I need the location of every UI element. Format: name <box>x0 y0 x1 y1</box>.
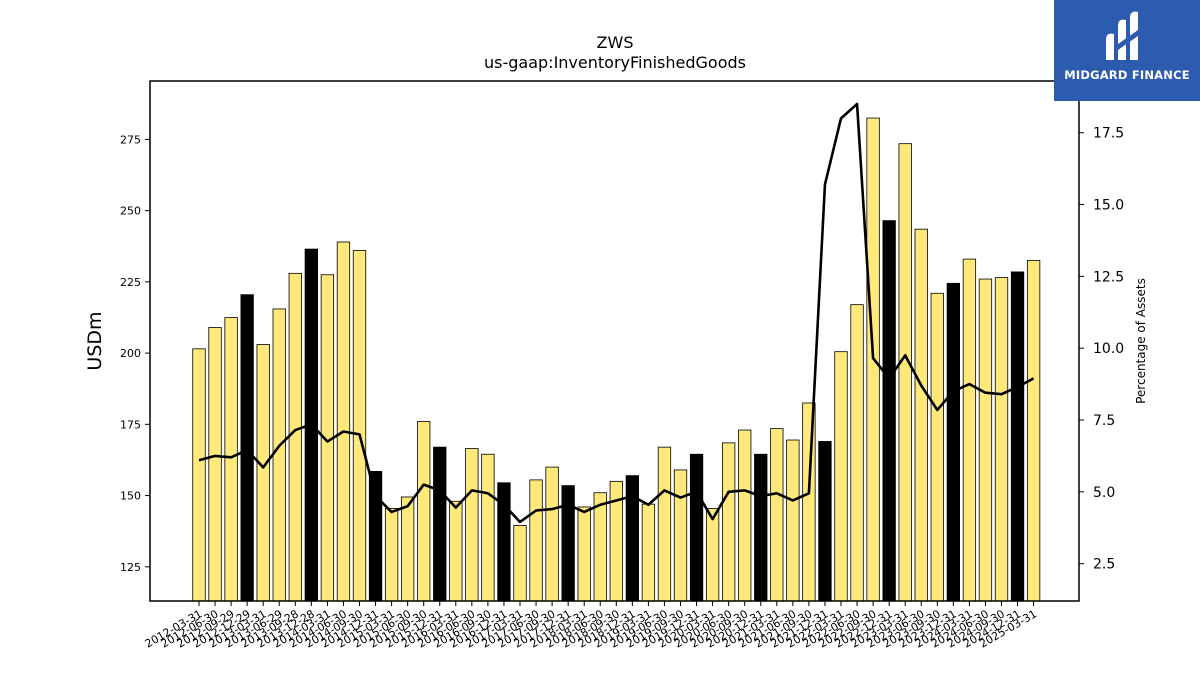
bar <box>417 421 431 602</box>
bar <box>224 317 238 602</box>
left-axis: 125 150 175 200 225 250 275 <box>120 133 150 574</box>
bar <box>288 272 302 602</box>
bar <box>545 466 559 602</box>
bar <box>465 448 479 602</box>
bar <box>513 525 527 602</box>
y-tick-label: 225 <box>120 276 141 289</box>
y2-tick-label: 17.5 <box>1093 126 1124 142</box>
bar <box>818 441 832 602</box>
y2-tick-label: 12.5 <box>1093 269 1124 285</box>
y-axis-label: USDm <box>84 311 106 370</box>
y2-tick-label: 7.5 <box>1093 413 1115 429</box>
bar <box>400 496 415 602</box>
y2-tick-label: 10.0 <box>1093 341 1124 357</box>
bar <box>673 469 688 602</box>
bar <box>1010 271 1025 602</box>
right-axis: 2.5 5.0 7.5 10.0 12.5 15.0 17.5 <box>1079 126 1124 573</box>
bar <box>433 446 447 602</box>
bar <box>593 492 607 602</box>
bar <box>272 308 286 602</box>
bar <box>738 429 752 602</box>
chart-title: ZWS <box>597 33 634 52</box>
bar <box>930 292 944 602</box>
bar <box>898 143 912 602</box>
bar <box>529 479 543 602</box>
y2-axis-label: Percentage of Assets <box>1134 278 1148 404</box>
y-tick-label: 200 <box>120 347 141 360</box>
bar <box>577 506 591 602</box>
logo-mark-icon <box>1106 11 1138 61</box>
bar <box>786 439 800 602</box>
bar-group <box>192 117 1041 602</box>
bar <box>770 428 784 602</box>
bar <box>689 453 704 602</box>
bar <box>657 446 672 602</box>
logo-text: MIDGARD FINANCE <box>1064 68 1190 82</box>
bar <box>641 503 656 602</box>
y2-tick-label: 5.0 <box>1093 485 1115 501</box>
bar <box>850 304 864 602</box>
midgard-finance-logo: MIDGARD FINANCE <box>1054 0 1200 101</box>
bar <box>722 442 736 602</box>
bar <box>561 485 575 602</box>
bar <box>192 348 206 602</box>
y-tick-label: 250 <box>120 205 141 218</box>
bar <box>449 500 463 602</box>
bar <box>384 507 399 602</box>
bar <box>962 258 977 602</box>
bar <box>208 327 222 602</box>
bar <box>914 228 928 602</box>
y-tick-label: 125 <box>120 561 141 574</box>
series-line <box>198 102 1035 524</box>
bar <box>705 507 720 602</box>
bar <box>240 294 254 602</box>
bar <box>481 453 495 602</box>
bar <box>625 475 639 602</box>
y-tick-label: 150 <box>120 490 141 503</box>
bar <box>368 470 383 602</box>
y-tick-label: 175 <box>120 418 141 431</box>
bar <box>978 278 993 602</box>
y2-tick-label: 15.0 <box>1093 198 1124 214</box>
y2-tick-label: 2.5 <box>1093 557 1115 573</box>
bar <box>754 453 768 602</box>
bar <box>994 277 1009 602</box>
bar <box>256 344 270 602</box>
line-group <box>198 102 1035 524</box>
plot-frame <box>149 80 1080 602</box>
x-axis: 2012-03-312012-06-302012-09-292012-12-29… <box>143 601 1039 651</box>
bar <box>946 282 960 602</box>
y-tick-label: 275 <box>120 133 141 146</box>
bar <box>882 220 896 602</box>
bar <box>1026 260 1041 602</box>
bar <box>352 250 367 602</box>
bar <box>834 351 848 602</box>
bar <box>336 241 351 602</box>
chart-subtitle: us-gaap:InventoryFinishedGoods <box>484 53 746 72</box>
